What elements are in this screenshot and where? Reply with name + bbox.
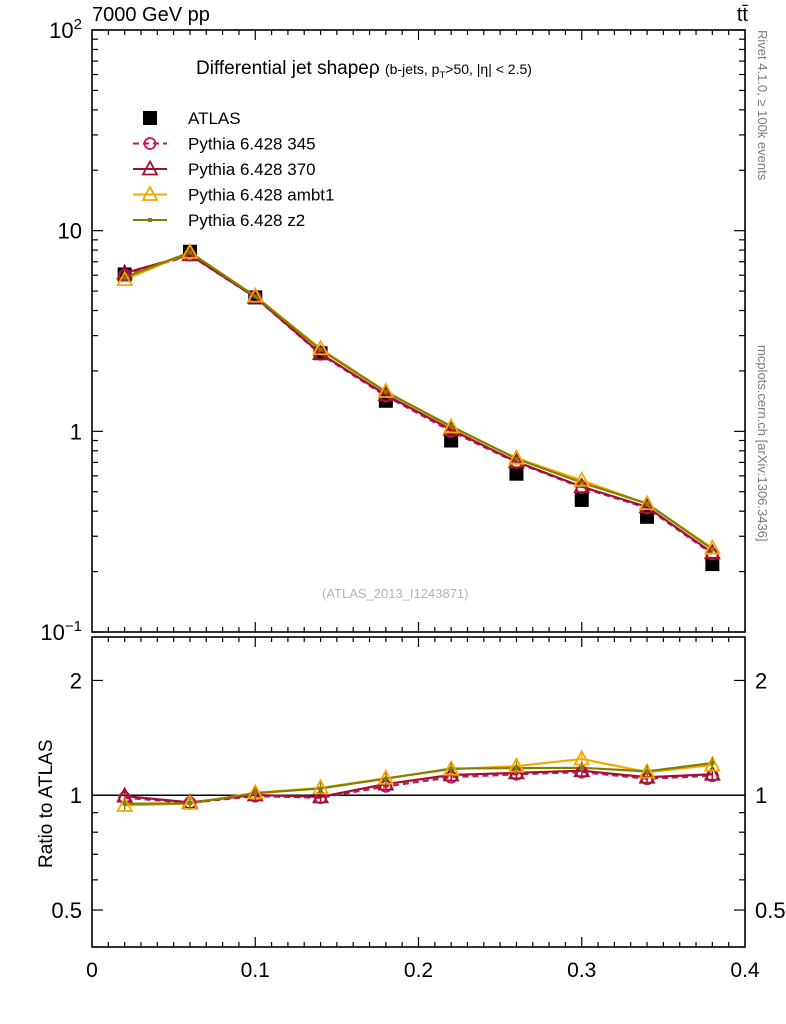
data-point-ratio [573, 761, 591, 778]
y-tick-label: 1 [70, 419, 82, 444]
data-point-main [377, 382, 395, 398]
data-point-main [312, 344, 330, 360]
data-point-ratio [449, 766, 454, 771]
data-point-ratio [703, 755, 721, 772]
legend-marker [143, 137, 157, 150]
data-point-ratio [442, 759, 460, 776]
series-line-main [124, 253, 713, 554]
legend-marker [148, 218, 152, 222]
ratio-y-tick-label: 0.5 [51, 898, 82, 923]
data-point-ratio [383, 776, 388, 781]
legend-label: Pythia 6.428 z2 [188, 211, 305, 230]
data-point-main [573, 470, 591, 487]
legend-marker [141, 185, 159, 201]
data-point-ratio [579, 765, 584, 770]
data-point-main [507, 448, 525, 465]
data-point-main [377, 385, 395, 402]
header-left-label: 7000 GeV pp [92, 4, 210, 26]
series-line-ratio [124, 771, 713, 804]
data-point-atlas [444, 433, 459, 448]
legend-label: Pythia 6.428 ambt1 [188, 186, 334, 205]
data-point-main [579, 480, 584, 485]
x-tick-label: 0.3 [567, 959, 596, 982]
data-point-ratio [645, 769, 650, 774]
y-tick-label: 102 [49, 16, 82, 43]
series-line-main [124, 251, 713, 549]
data-point-main [514, 456, 519, 461]
data-point-main [710, 547, 715, 552]
plot-title-text: Differential jet shape [196, 58, 369, 79]
data-point-main [122, 275, 127, 280]
data-point-ratio [116, 796, 134, 812]
data-point-main [318, 347, 323, 352]
x-tick-label: 0 [86, 959, 98, 982]
series-line-main [124, 251, 713, 551]
data-point-ratio [638, 762, 656, 779]
data-point-ratio [253, 791, 258, 796]
data-point-atlas [574, 492, 589, 507]
ratio-y-tick-label-right: 2 [755, 668, 767, 693]
data-point-ratio [246, 785, 264, 802]
data-point-ratio [187, 801, 192, 806]
data-point-ratio [703, 764, 721, 781]
legend-label: ATLAS [188, 109, 241, 128]
plot-title: Differential jet shapeρ (b-jets, pT>50, … [196, 58, 532, 81]
data-point-main [383, 390, 388, 395]
watermark-label: (ATLAS_2013_I1243871) [322, 586, 469, 601]
ratio-y-tick-label-right: 0.5 [755, 898, 786, 923]
data-point-ratio [710, 760, 715, 765]
data-point-ratio [638, 767, 656, 784]
series-line-ratio [124, 761, 713, 805]
data-point-main [181, 242, 199, 259]
data-point-ratio [318, 786, 323, 791]
data-point-main [312, 339, 330, 356]
x-tick-label: 0.2 [404, 959, 433, 982]
data-point-main [449, 424, 454, 429]
data-point-main [116, 270, 134, 287]
ratio-y-tick-label-right: 1 [755, 783, 767, 808]
series-line-ratio [124, 769, 713, 804]
data-point-atlas [705, 557, 720, 572]
data-point-main [442, 420, 460, 437]
ratio-y-tick-label: 2 [70, 668, 82, 693]
data-point-main [507, 452, 525, 469]
data-point-main [442, 417, 460, 434]
data-point-main [181, 245, 199, 262]
plot-title-suffix: (b-jets, pT>50, |η| < 2.5) [384, 61, 532, 81]
legend-marker [143, 111, 157, 125]
data-point-ratio [514, 766, 519, 771]
data-point-ratio [122, 801, 127, 806]
y-tick-label: 10 [58, 219, 82, 244]
data-point-ratio [312, 787, 330, 804]
data-point-main [645, 501, 650, 506]
legend-marker [141, 159, 159, 176]
y-tick-label: 10−1 [40, 618, 82, 645]
legend-label: Pythia 6.428 345 [188, 135, 316, 154]
legend-label: Pythia 6.428 370 [188, 160, 316, 179]
data-point-main [253, 294, 258, 299]
data-point-main [703, 538, 721, 555]
data-point-main [246, 286, 264, 303]
data-point-main [638, 497, 656, 514]
series-line-main [124, 254, 713, 555]
header-right-label: tt̄ [736, 4, 748, 26]
data-point-atlas [509, 466, 524, 481]
x-tick-label: 0.4 [730, 959, 760, 982]
ratio-plot-frame [91, 636, 746, 948]
ratio-y-tick-label: 1 [70, 783, 82, 808]
data-point-main [187, 250, 192, 255]
data-point-main [703, 543, 721, 560]
x-tick-label: 0.1 [241, 959, 270, 982]
plot-title-symbol: ρ [368, 58, 380, 79]
data-point-main [638, 494, 656, 511]
